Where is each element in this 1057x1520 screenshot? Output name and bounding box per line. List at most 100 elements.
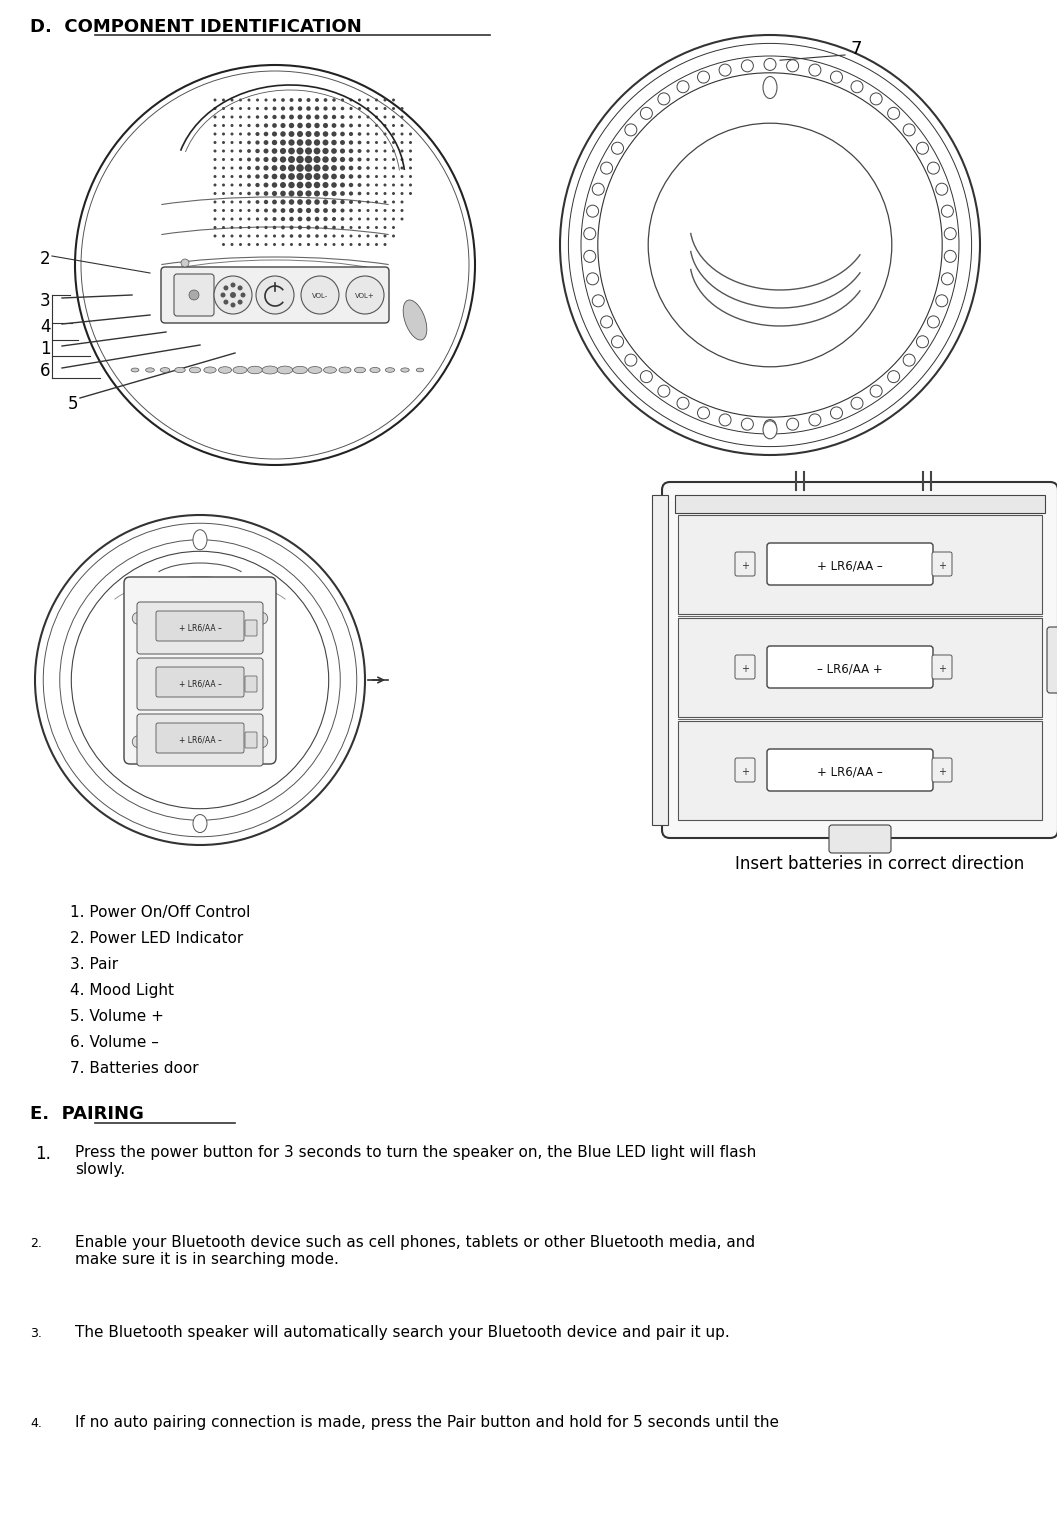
Circle shape bbox=[230, 132, 234, 135]
Circle shape bbox=[367, 175, 370, 178]
Circle shape bbox=[322, 157, 329, 163]
Circle shape bbox=[375, 99, 378, 102]
Circle shape bbox=[280, 123, 285, 128]
Text: + LR6/AA –: + LR6/AA – bbox=[179, 736, 221, 745]
Circle shape bbox=[375, 226, 378, 230]
Circle shape bbox=[239, 99, 242, 102]
Circle shape bbox=[305, 181, 312, 188]
Circle shape bbox=[272, 140, 277, 146]
Circle shape bbox=[239, 116, 242, 119]
Circle shape bbox=[358, 116, 361, 119]
Circle shape bbox=[222, 192, 225, 195]
Circle shape bbox=[280, 199, 285, 205]
Circle shape bbox=[625, 354, 637, 366]
Circle shape bbox=[222, 116, 225, 119]
Circle shape bbox=[264, 106, 267, 111]
Ellipse shape bbox=[174, 368, 185, 372]
Circle shape bbox=[324, 243, 327, 246]
FancyBboxPatch shape bbox=[156, 724, 244, 752]
Circle shape bbox=[280, 190, 285, 196]
Circle shape bbox=[214, 132, 217, 135]
Circle shape bbox=[264, 99, 267, 102]
Text: 1: 1 bbox=[40, 340, 51, 359]
Circle shape bbox=[288, 164, 295, 172]
FancyBboxPatch shape bbox=[124, 578, 276, 765]
Circle shape bbox=[263, 149, 268, 154]
Circle shape bbox=[401, 201, 404, 204]
Circle shape bbox=[358, 208, 361, 213]
Circle shape bbox=[340, 173, 345, 179]
Circle shape bbox=[349, 192, 353, 196]
Circle shape bbox=[350, 243, 352, 246]
Circle shape bbox=[384, 125, 387, 128]
Circle shape bbox=[126, 606, 150, 631]
Circle shape bbox=[676, 397, 689, 409]
FancyBboxPatch shape bbox=[932, 758, 952, 781]
Circle shape bbox=[332, 123, 336, 128]
Circle shape bbox=[214, 125, 217, 128]
Circle shape bbox=[256, 132, 260, 135]
Circle shape bbox=[281, 217, 285, 220]
Circle shape bbox=[332, 192, 336, 196]
Ellipse shape bbox=[370, 368, 381, 372]
Circle shape bbox=[256, 149, 260, 154]
Circle shape bbox=[384, 184, 387, 187]
Circle shape bbox=[247, 106, 251, 109]
Circle shape bbox=[409, 192, 412, 195]
Circle shape bbox=[247, 175, 251, 178]
Ellipse shape bbox=[308, 366, 322, 374]
Circle shape bbox=[247, 243, 251, 246]
Circle shape bbox=[612, 143, 624, 154]
Circle shape bbox=[230, 234, 234, 237]
Circle shape bbox=[230, 125, 234, 128]
Circle shape bbox=[349, 116, 353, 119]
Circle shape bbox=[587, 274, 598, 284]
Circle shape bbox=[230, 243, 234, 246]
Circle shape bbox=[340, 106, 345, 111]
Circle shape bbox=[392, 99, 395, 102]
Circle shape bbox=[401, 167, 404, 170]
Circle shape bbox=[238, 286, 242, 290]
Circle shape bbox=[214, 141, 217, 144]
Text: 5: 5 bbox=[68, 395, 78, 413]
Circle shape bbox=[255, 157, 260, 161]
Circle shape bbox=[280, 131, 285, 137]
Circle shape bbox=[305, 140, 312, 146]
Circle shape bbox=[401, 116, 404, 119]
Circle shape bbox=[222, 226, 225, 230]
Circle shape bbox=[297, 190, 303, 196]
Circle shape bbox=[290, 225, 294, 230]
Circle shape bbox=[341, 243, 344, 246]
Circle shape bbox=[314, 173, 320, 179]
Circle shape bbox=[367, 201, 370, 204]
Circle shape bbox=[263, 182, 268, 187]
Circle shape bbox=[935, 295, 948, 307]
Circle shape bbox=[307, 97, 311, 102]
Circle shape bbox=[340, 208, 345, 213]
Circle shape bbox=[333, 243, 335, 246]
FancyBboxPatch shape bbox=[767, 543, 933, 585]
Text: 3. Pair: 3. Pair bbox=[70, 958, 118, 971]
Circle shape bbox=[272, 192, 277, 196]
Circle shape bbox=[305, 199, 312, 205]
Circle shape bbox=[332, 225, 336, 230]
Circle shape bbox=[298, 225, 302, 230]
Ellipse shape bbox=[204, 366, 216, 372]
Text: Insert batteries in correct direction: Insert batteries in correct direction bbox=[736, 854, 1024, 872]
Circle shape bbox=[888, 371, 900, 383]
Circle shape bbox=[297, 199, 303, 205]
Circle shape bbox=[322, 131, 329, 137]
Circle shape bbox=[230, 167, 234, 170]
Circle shape bbox=[298, 217, 302, 222]
Circle shape bbox=[323, 99, 328, 102]
Circle shape bbox=[340, 166, 346, 170]
Circle shape bbox=[375, 243, 378, 246]
Circle shape bbox=[315, 208, 319, 213]
Circle shape bbox=[255, 166, 260, 170]
Circle shape bbox=[264, 217, 267, 220]
Circle shape bbox=[307, 106, 311, 111]
Circle shape bbox=[375, 149, 378, 152]
Ellipse shape bbox=[339, 366, 351, 372]
Bar bbox=[678, 720, 1042, 819]
Circle shape bbox=[927, 316, 940, 328]
